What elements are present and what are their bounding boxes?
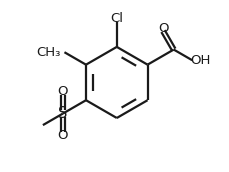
Text: Cl: Cl <box>110 12 123 25</box>
Text: O: O <box>57 85 68 98</box>
Text: O: O <box>57 129 68 142</box>
Text: S: S <box>58 106 67 121</box>
Text: OH: OH <box>189 54 209 67</box>
Text: O: O <box>157 22 168 35</box>
Text: CH₃: CH₃ <box>36 46 60 59</box>
